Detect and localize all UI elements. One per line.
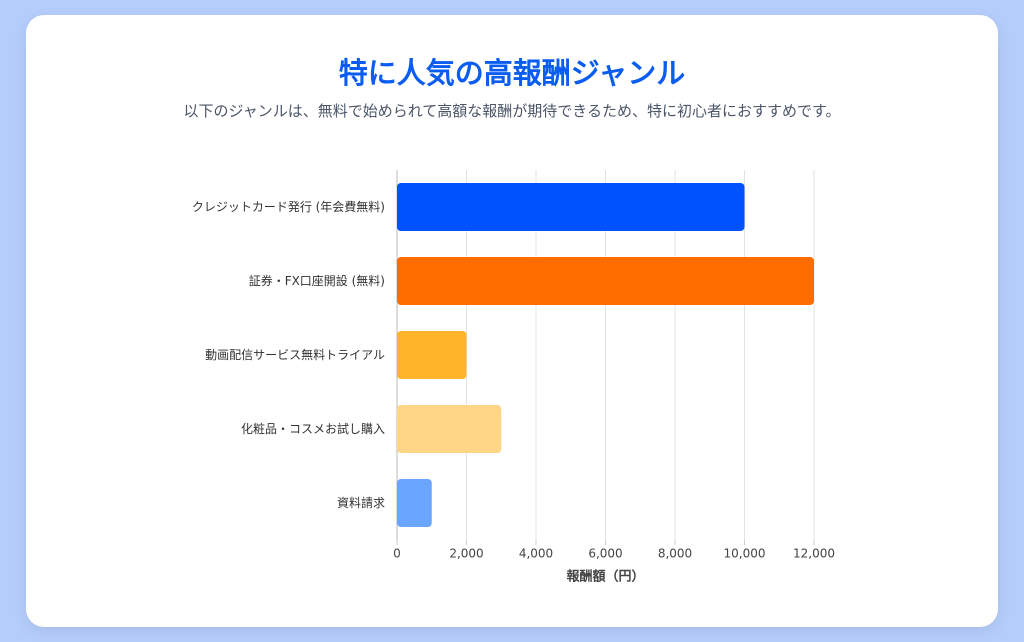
bar [397,183,745,231]
x-tick-label: 0 [393,547,401,561]
x-tick-label: 8,000 [658,547,692,561]
x-tick-label: 4,000 [519,547,553,561]
bar [397,479,432,527]
y-tick-label: クレジットカード発行 (年会費無料) [191,200,385,214]
card [26,15,998,627]
chart-subtitle: 以下のジャンルは、無料で始められて高額な報酬が期待できるため、特に初心者におすす… [183,102,841,120]
bar [397,331,467,379]
x-tick-label: 10,000 [724,547,766,561]
y-tick-label: 資料請求 [336,496,385,510]
x-tick-label: 2,000 [449,547,483,561]
x-tick-label: 6,000 [588,547,622,561]
bar [397,257,814,305]
y-tick-label: 動画配信サービス無料トライアル [205,348,385,362]
bar [397,405,502,453]
chart-title: 特に人気の高報酬ジャンル [338,56,686,90]
x-axis-label: 報酬額（円） [566,569,644,585]
x-tick-label: 12,000 [793,547,835,561]
y-tick-label: 化粧品・コスメお試し購入 [240,422,385,436]
y-tick-label: 証券・FX口座開設 (無料) [248,274,385,288]
